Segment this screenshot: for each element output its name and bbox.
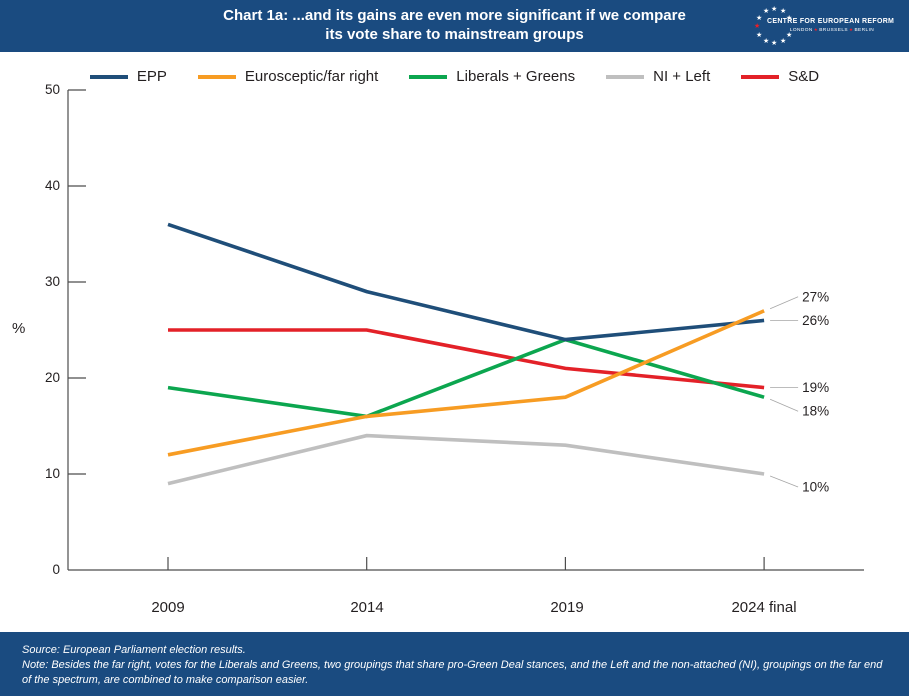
header-band: Chart 1a: ...and its gains are even more…: [0, 0, 909, 52]
end-label-3: 10%: [802, 480, 829, 495]
x-tick-label-2019: 2019: [550, 599, 583, 616]
page-title-line2: its vote share to mainstream groups: [325, 26, 584, 43]
star-separator-icon: ★: [849, 27, 854, 32]
chart-legend: EPP Eurosceptic/far right Liberals + Gre…: [0, 68, 909, 85]
cer-logo-cities: LONDON★BRUSSELS★BERLIN: [767, 27, 897, 33]
x-tick-label-2009: 2009: [151, 599, 184, 616]
footer-band: Source: European Parliament election res…: [0, 632, 909, 696]
end-label-2: 18%: [802, 404, 829, 419]
cer-city-london: LONDON: [789, 28, 813, 33]
series-line-4: [168, 328, 765, 390]
legend-swatch-liberals-greens: [409, 74, 448, 79]
method-note: Note: Besides the far right, votes for t…: [22, 659, 883, 686]
series-line-0: [167, 222, 765, 342]
legend-label-ni-left: NI + Left: [653, 68, 711, 85]
series-line-3: [167, 433, 765, 486]
end-label-4: 19%: [802, 380, 829, 395]
chart-area: 50 40 30 20 10 0 % 2009 2014 2019 2024 f…: [0, 52, 909, 632]
series-lines: 26% 27% 18% 10% 19%: [68, 89, 829, 570]
cer-city-berlin: BERLIN: [854, 28, 875, 33]
page-title-line1: Chart 1a: ...and its gains are even more…: [223, 7, 686, 24]
legend-label-sd: S&D: [788, 68, 820, 85]
legend-swatch-epp: [89, 74, 128, 79]
line-chart: 50 40 30 20 10 0 % 2009 2014 2019 2024 f…: [12, 82, 864, 616]
y-tick-label-20: 20: [45, 370, 60, 385]
end-label-leader: [769, 296, 799, 310]
cer-logo-text: CENTRE FOR EUROPEAN REFORM LONDON★BRUSSE…: [767, 18, 897, 33]
legend-item-epp: EPP: [89, 68, 167, 85]
end-label-leader: [769, 398, 799, 412]
legend-item-ni-left: NI + Left: [606, 68, 710, 85]
series-line-2: [167, 337, 765, 419]
cer-logo: ★ ★ ★ ★ ★ ★ ★ ★ ★ ★ ★ CENTRE FOR EUROPEA…: [754, 3, 897, 49]
end-label-leader: [769, 475, 799, 488]
legend-swatch-eurosceptic-far-right: [197, 74, 236, 79]
legend-item-liberals-greens: Liberals + Greens: [409, 68, 575, 85]
y-tick-label-50: 50: [45, 82, 60, 97]
legend-label-epp: EPP: [136, 68, 167, 85]
end-label-1: 27%: [802, 289, 829, 304]
source-note: Source: European Parliament election res…: [22, 644, 246, 656]
legend-swatch-sd: [741, 74, 780, 79]
legend-label-liberals-greens: Liberals + Greens: [456, 68, 576, 85]
series-line-1: [167, 309, 765, 457]
y-axis-title: %: [12, 320, 25, 337]
legend-label-eurosceptic-far-right: Eurosceptic/far right: [244, 68, 379, 85]
y-tick-label-30: 30: [45, 274, 60, 289]
x-tick-label-2014: 2014: [350, 599, 383, 616]
page-title: Chart 1a: ...and its gains are even more…: [0, 6, 909, 44]
legend-item-sd: S&D: [741, 68, 819, 85]
y-tick-label-0: 0: [52, 562, 60, 577]
eu-stars-icon: ★ ★ ★ ★ ★ ★ ★ ★ ★ ★ ★: [754, 6, 793, 47]
legend-item-eurosceptic-far-right: Eurosceptic/far right: [197, 68, 379, 85]
cer-city-brussels: BRUSSELS: [819, 28, 848, 33]
x-tick-label-2024-final: 2024 final: [731, 599, 796, 616]
legend-swatch-ni-left: [606, 74, 645, 79]
y-tick-label-10: 10: [45, 466, 60, 481]
star-separator-icon: ★: [813, 27, 819, 32]
y-tick-label-40: 40: [45, 178, 60, 193]
end-label-0: 26%: [802, 313, 829, 328]
cer-logo-name: CENTRE FOR EUROPEAN REFORM: [767, 18, 895, 25]
